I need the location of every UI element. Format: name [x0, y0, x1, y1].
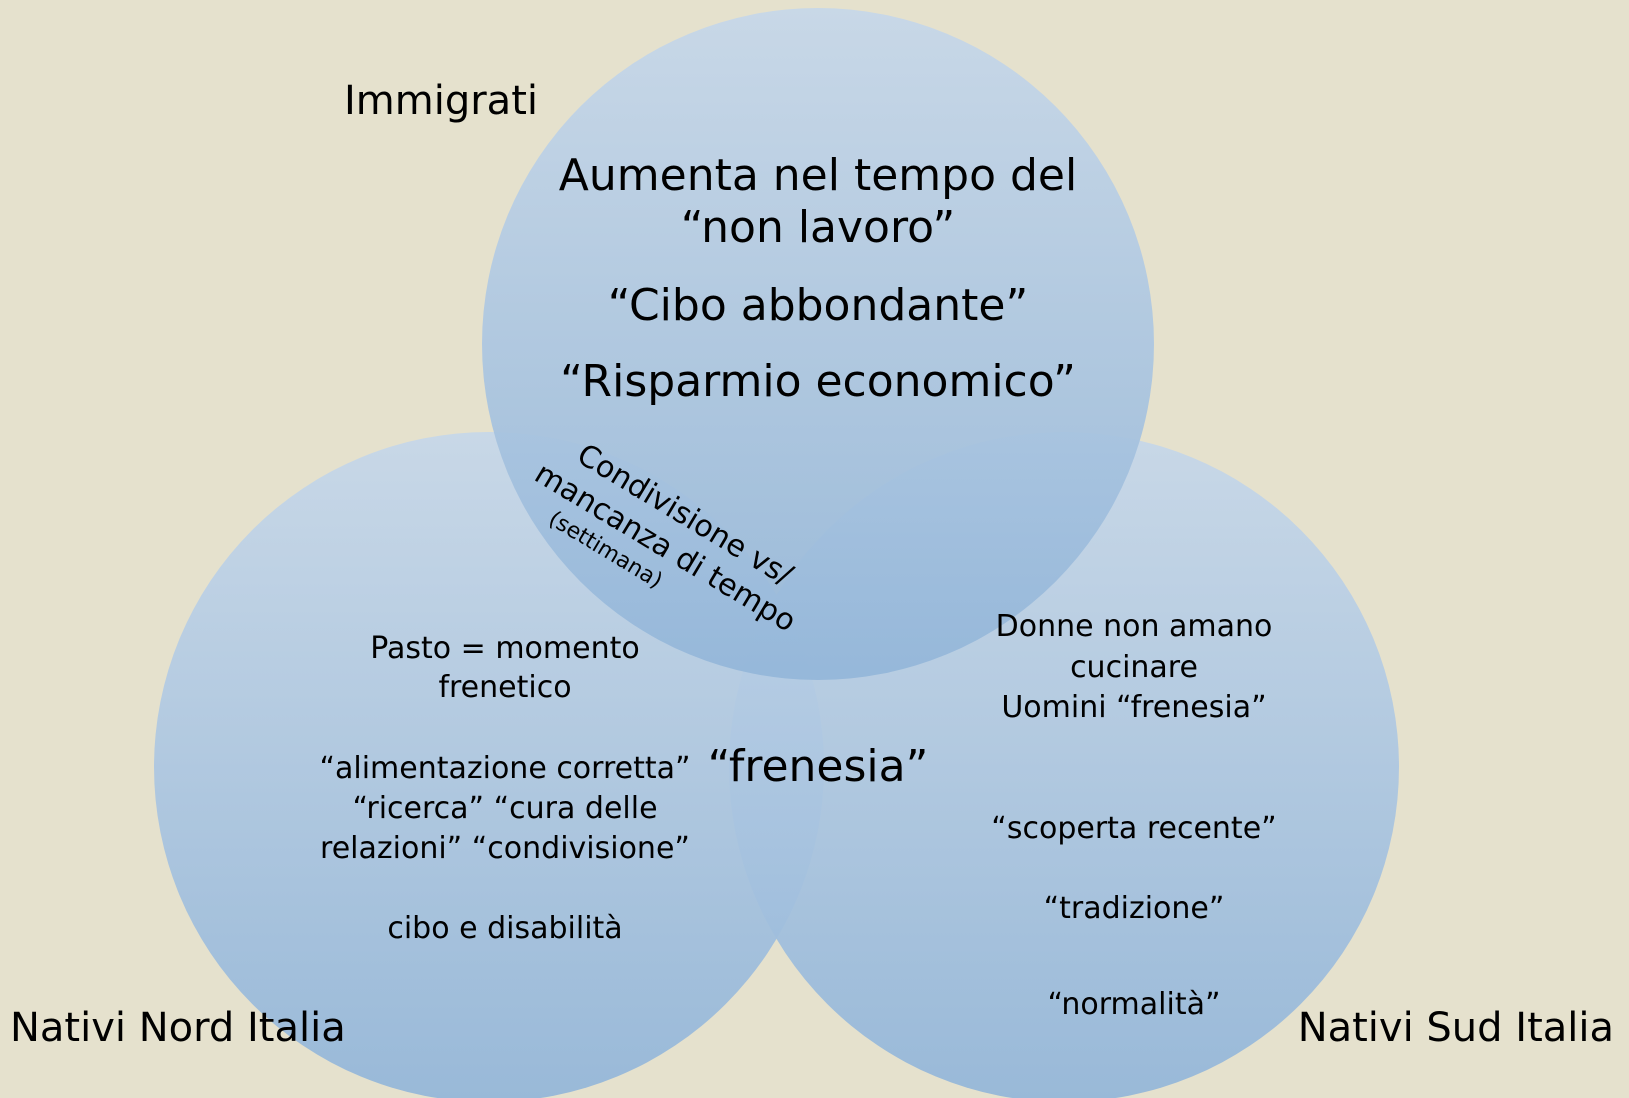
- sud-line-5: “tradizione”: [1044, 891, 1225, 926]
- immigrati-line-3: “Cibo abbondante”: [608, 280, 1029, 331]
- nord-line-2: frenetico: [438, 670, 571, 705]
- immigrati-line-4: “Risparmio economico”: [560, 356, 1076, 407]
- sud-line-1: Donne non amano: [996, 609, 1273, 644]
- sud-line-6: “normalità”: [1047, 987, 1220, 1022]
- label-immigrati: Immigrati: [344, 78, 538, 124]
- sud-line-4: “scoperta recente”: [991, 811, 1276, 846]
- region-immigrati-only: Aumenta nel tempo del “non lavoro” “Cibo…: [559, 150, 1077, 407]
- immigrati-line-1: Aumenta nel tempo del: [559, 150, 1077, 201]
- circle-immigrati: [482, 8, 1154, 680]
- nord-line-1: Pasto = momento: [370, 631, 639, 666]
- sud-line-2: cucinare: [1070, 650, 1198, 685]
- sud-line-3: Uomini “frenesia”: [1001, 690, 1266, 725]
- label-nativi-nord: Nativi Nord Italia: [10, 1005, 346, 1051]
- nord-line-6: cibo e disabilità: [387, 911, 622, 946]
- region-sud-only: Donne non amano cucinare Uomini “frenesi…: [991, 609, 1276, 1022]
- label-nativi-sud: Nativi Sud Italia: [1298, 1005, 1614, 1051]
- overlap-nord-sud-label: “frenesia”: [708, 741, 929, 792]
- immigrati-line-2: “non lavoro”: [681, 202, 955, 253]
- region-nord-only: Pasto = momento frenetico “alimentazione…: [319, 631, 690, 946]
- nord-line-5: relazioni” “condivisione”: [320, 831, 690, 866]
- nord-line-3: “alimentazione corretta”: [319, 751, 690, 786]
- nord-line-4: “ricerca” “cura delle: [352, 791, 657, 826]
